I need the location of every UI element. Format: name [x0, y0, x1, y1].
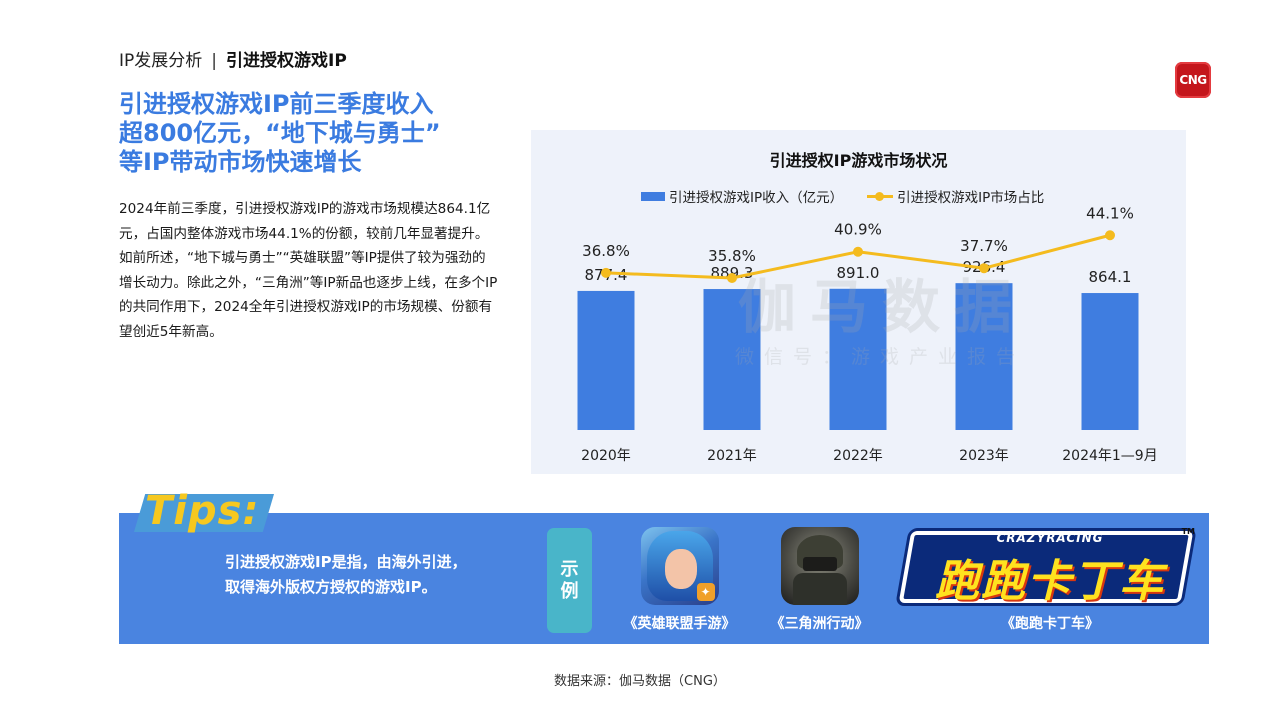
legend-line-swatch: [867, 191, 894, 201]
tips-line-2: 取得海外版权方授权的游戏IP。: [225, 578, 437, 596]
legend-line-label: 引进授权游戏IP市场占比: [897, 190, 1045, 206]
share-value-label-3: 40.9%: [834, 221, 882, 239]
crazyracing-logo-sub: CRAZYRACING: [996, 531, 1104, 545]
title-line-2: 超800亿元，“地下城与勇士”: [119, 119, 441, 147]
example-caption-3: 《跑跑卡丁车》: [1001, 616, 1099, 632]
x-tick-label-3: 2022年: [833, 448, 883, 464]
breadcrumb: IP发展分析 | 引进授权游戏IP: [119, 46, 347, 71]
bar-4: [955, 283, 1013, 430]
body-paragraph: 2024年前三季度，引进授权游戏IP的游戏市场规模达864.1亿元，占国内整体游…: [119, 201, 498, 340]
example-delta-force: 《三角洲行动》: [757, 527, 882, 633]
title-line-1: 引进授权游戏IP前三季度收入: [119, 90, 434, 118]
tips-line-1: 引进授权游戏IP是指，由海外引进，: [225, 553, 467, 571]
lol-badge-icon: ✦: [696, 583, 715, 601]
share-point-5: [1105, 230, 1115, 241]
share-value-label-1: 36.8%: [582, 242, 630, 260]
chart-panel: 引进授权IP游戏市场状况 引进授权游戏IP收入（亿元） 引进授权游戏IP市场占比…: [531, 130, 1186, 474]
lol-face-shape: [664, 549, 697, 589]
crazyracing-logo-tm: TM: [1181, 527, 1195, 536]
crazyracing-logo: CRAZYRACING 跑跑卡丁车 TM: [898, 527, 1195, 607]
breadcrumb-section: IP发展分析: [119, 51, 203, 71]
share-point-2: [727, 273, 737, 283]
bar-5: [1081, 293, 1139, 430]
breadcrumb-separator: |: [211, 51, 217, 71]
x-tick-label-5: 2024年1—9月: [1062, 448, 1157, 464]
delta-body-shape: [792, 573, 847, 605]
example-caption-1: 《英雄联盟手游》: [623, 616, 736, 632]
crazyracing-logo-main: 跑跑卡丁车: [935, 556, 1165, 607]
bar-3: [829, 288, 887, 430]
example-crazyracing: CRAZYRACING 跑跑卡丁车 TM 《跑跑卡丁车》: [898, 527, 1195, 633]
share-value-label-2: 35.8%: [708, 247, 756, 265]
bar-value-label-5: 864.1: [1089, 268, 1132, 286]
example-label-2: 例: [560, 580, 579, 602]
lol-mobile-icon: ✦: [640, 527, 719, 605]
x-tick-label-4: 2023年: [959, 448, 1009, 464]
cng-logo: CNG: [1175, 62, 1211, 98]
chart-svg: 877.42020年889.32021年891.02022年926.42023年…: [577, 204, 1158, 464]
share-value-label-4: 37.7%: [960, 237, 1008, 255]
bar-2: [703, 289, 761, 430]
delta-visor-shape: [802, 557, 837, 571]
legend-bar-swatch: [641, 191, 665, 201]
bar-value-label-3: 891.0: [837, 264, 880, 282]
share-point-3: [853, 246, 863, 257]
data-source: 数据来源：伽马数据（CNG）: [554, 674, 726, 689]
title-line-3: 等IP带动市场快速增长: [119, 148, 362, 176]
tips-label: Tips:: [145, 488, 260, 534]
watermark-sub: 微信号：游戏产业报告: [735, 346, 1026, 368]
cng-logo-text: CNG: [1179, 73, 1207, 87]
page-title: 引进授权游戏IP前三季度收入 超800亿元，“地下城与勇士” 等IP带动市场快速…: [119, 90, 519, 177]
share-value-label-5: 44.1%: [1086, 204, 1134, 222]
bar-1: [577, 290, 635, 430]
legend-bar-label: 引进授权游戏IP收入（亿元）: [669, 190, 844, 206]
chart-legend: 引进授权游戏IP收入（亿元） 引进授权游戏IP市场占比: [641, 186, 1044, 206]
share-point-4: [979, 263, 989, 274]
delta-force-icon: [780, 527, 859, 605]
example-caption-2: 《三角洲行动》: [770, 616, 869, 632]
share-point-1: [601, 267, 611, 278]
example-label-1: 示: [560, 558, 579, 580]
example-label: 示 例: [547, 528, 592, 633]
example-lol-mobile: ✦ 《英雄联盟手游》: [617, 527, 742, 633]
tips-definition: 引进授权游戏IP是指，由海外引进， 取得海外版权方授权的游戏IP。: [225, 550, 525, 600]
x-tick-label-2: 2021年: [707, 448, 757, 464]
chart-title: 引进授权IP游戏市场状况: [769, 151, 948, 170]
breadcrumb-current: 引进授权游戏IP: [226, 51, 347, 71]
x-tick-label-1: 2020年: [581, 448, 631, 464]
watermark: 伽马数据: [738, 273, 1027, 341]
tips-tag-background: [134, 494, 274, 532]
